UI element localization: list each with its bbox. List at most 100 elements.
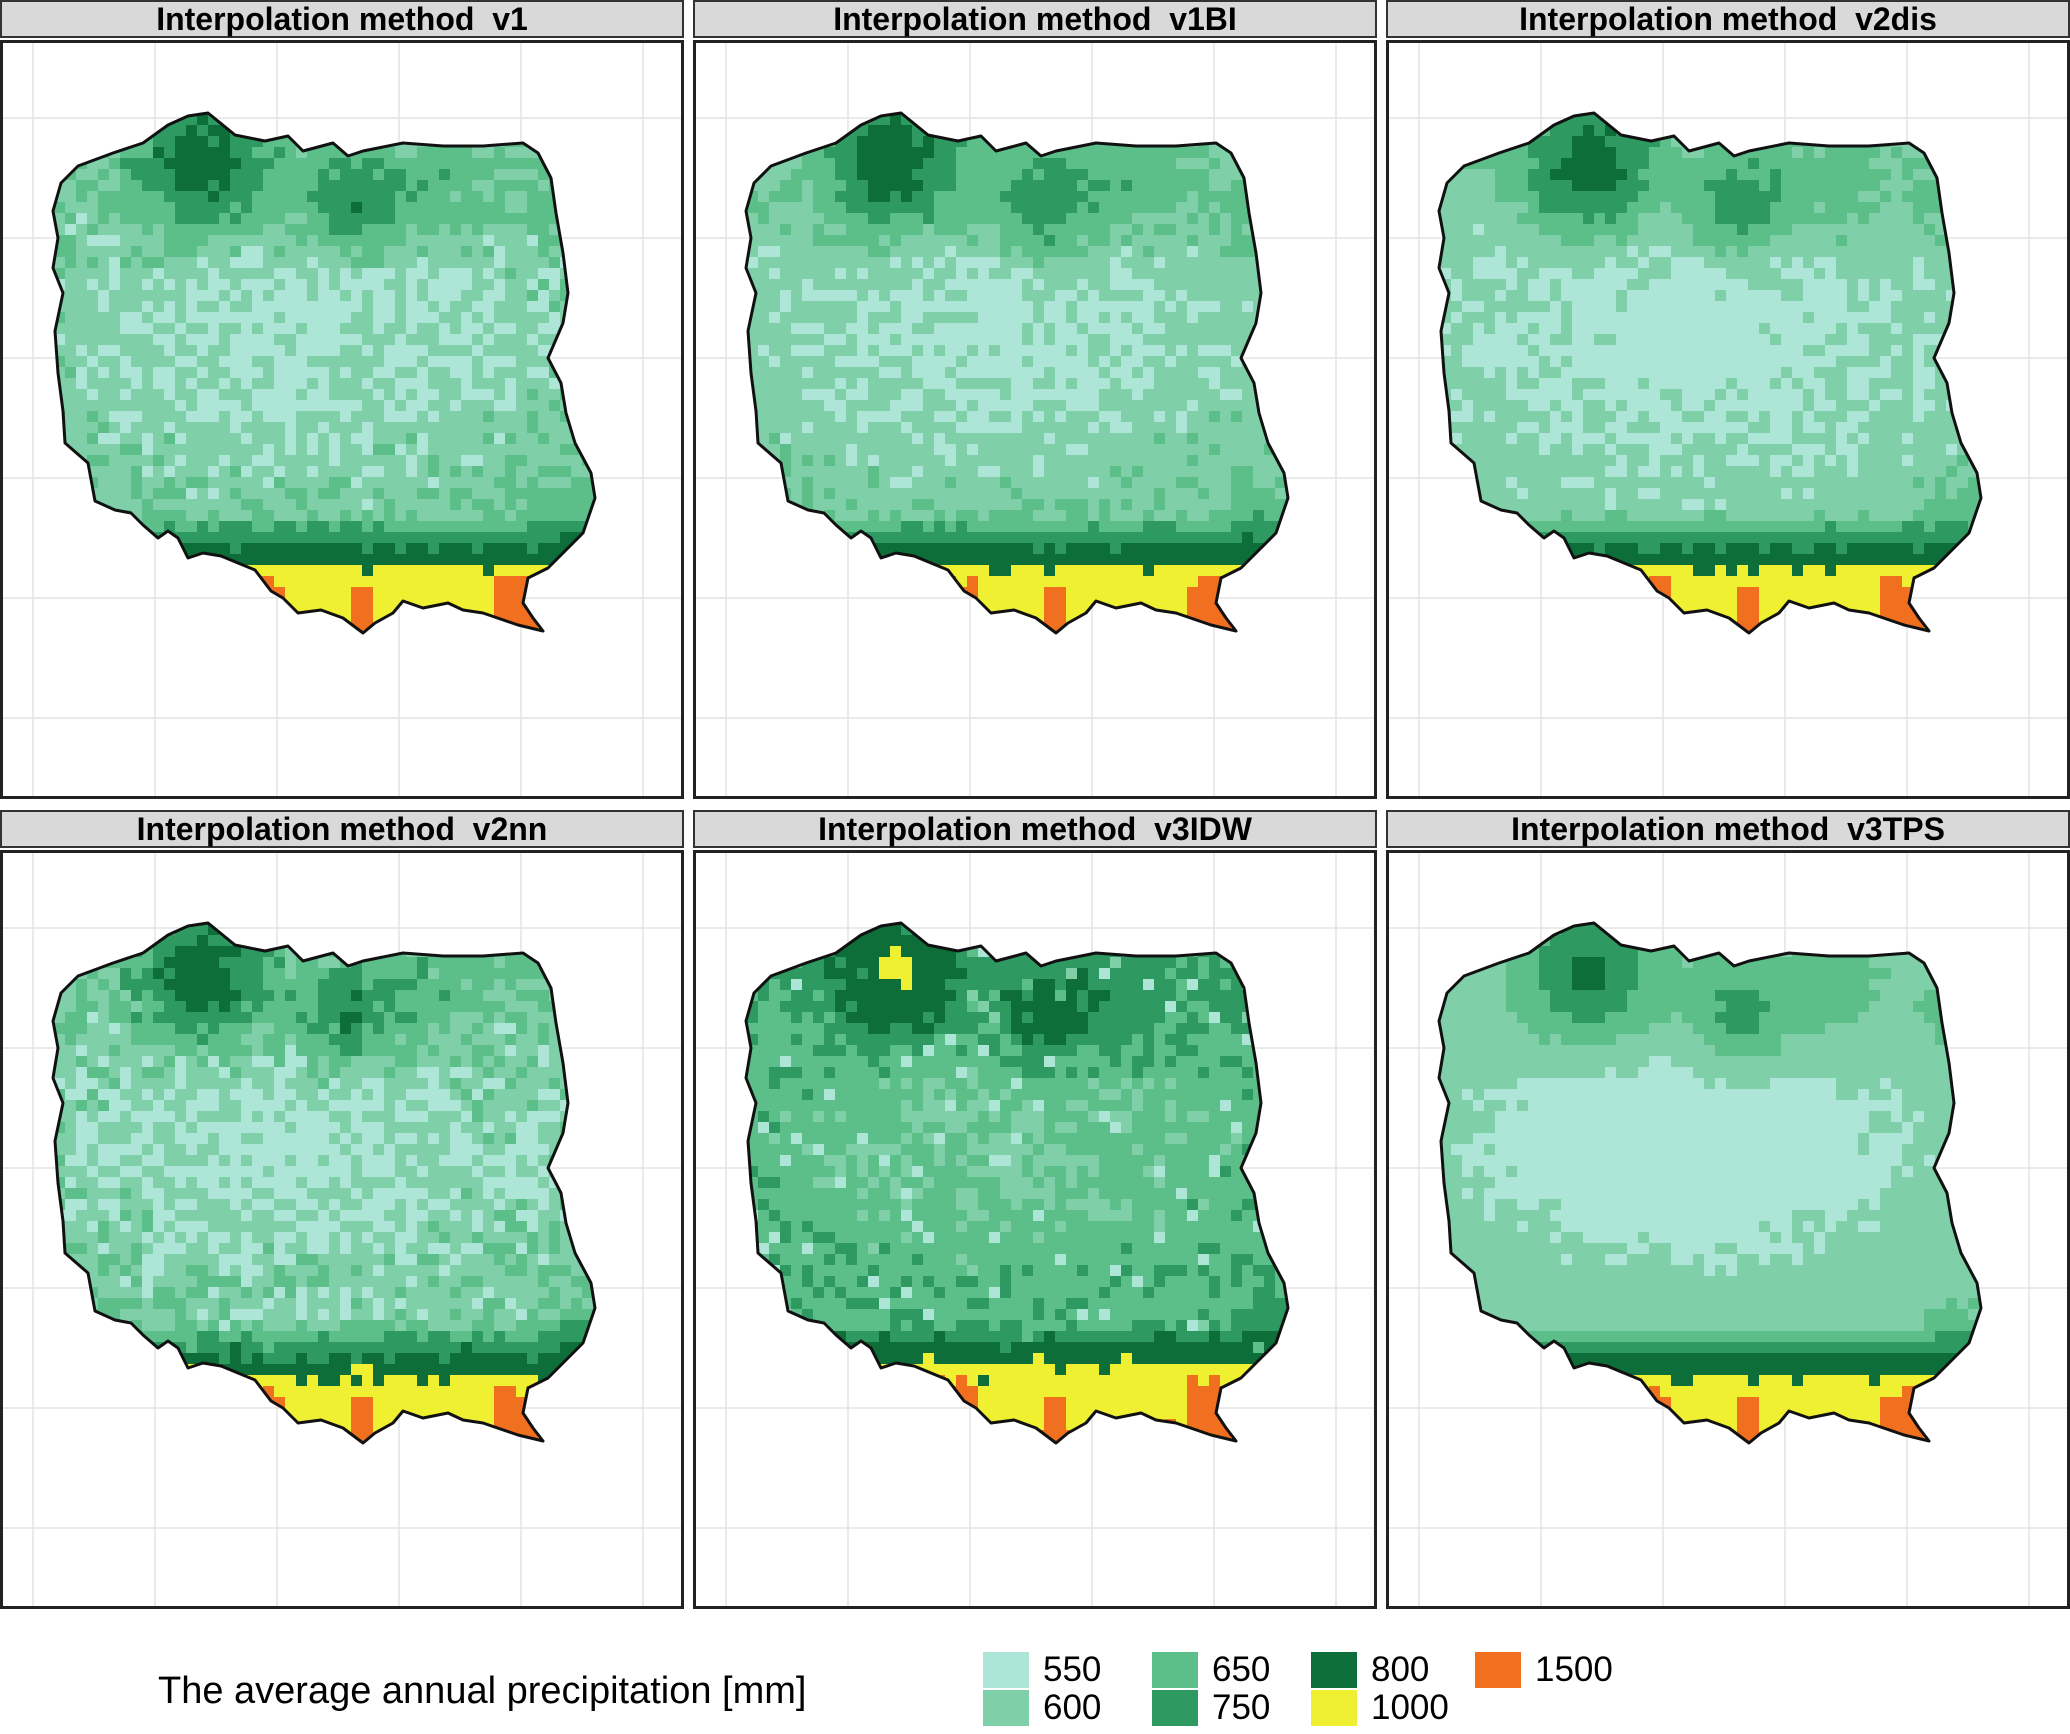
raster-cell [527, 642, 539, 654]
raster-cell [131, 466, 143, 478]
raster-cell [1220, 147, 1232, 159]
raster-cell [494, 587, 506, 599]
raster-cell [1132, 477, 1144, 489]
raster-cell [1033, 180, 1045, 192]
raster-cell [1132, 554, 1144, 566]
raster-cell [1088, 411, 1100, 423]
raster-cell [1220, 499, 1232, 511]
raster-cell [1165, 378, 1177, 390]
raster-cell [373, 113, 385, 115]
raster-cell [571, 499, 583, 511]
raster-cell [373, 598, 385, 610]
raster-cell [153, 268, 165, 280]
raster-cell [1099, 180, 1111, 192]
raster-cell [483, 587, 495, 599]
raster-cell [373, 400, 385, 412]
raster-cell [1110, 444, 1122, 456]
raster-cell [120, 180, 132, 192]
raster-cell [296, 543, 308, 555]
raster-cell [1110, 433, 1122, 445]
raster-cell [1176, 510, 1188, 522]
raster-cell [65, 532, 77, 544]
raster-cell [956, 378, 968, 390]
raster-cell [384, 202, 396, 214]
raster-cell [362, 400, 374, 412]
raster-cell [164, 224, 176, 236]
raster-cell [494, 576, 506, 588]
raster-cell [186, 345, 198, 357]
raster-cell [329, 367, 341, 379]
raster-cell [208, 576, 220, 588]
raster-cell [1033, 466, 1045, 478]
raster-cell [945, 521, 957, 533]
raster-cell [318, 378, 330, 390]
raster-cell [329, 543, 341, 555]
raster-cell [1275, 565, 1287, 577]
raster-cell [879, 620, 891, 632]
raster-cell [362, 609, 374, 621]
raster-cell [824, 113, 836, 115]
raster-cell [241, 114, 253, 126]
raster-cell [846, 422, 858, 434]
raster-cell [340, 113, 352, 115]
raster-cell [835, 290, 847, 302]
raster-cell [560, 587, 572, 599]
raster-cell [494, 411, 506, 423]
raster-cell [890, 609, 902, 621]
raster-cell [1099, 510, 1111, 522]
raster-cell [241, 367, 253, 379]
raster-cell [65, 312, 77, 324]
raster-cell [274, 180, 286, 192]
raster-cell [538, 113, 550, 115]
raster-cell [1055, 609, 1067, 621]
raster-cell [1099, 113, 1111, 115]
raster-cell [1187, 598, 1199, 610]
raster-cell [53, 609, 55, 621]
raster-cell [241, 587, 253, 599]
raster-cell [54, 268, 66, 280]
raster-cell [131, 268, 143, 280]
raster-cell [967, 191, 979, 203]
raster-cell [978, 235, 990, 247]
raster-cell [450, 576, 462, 588]
raster-cell [1154, 169, 1166, 181]
raster-cell [98, 400, 110, 412]
raster-cell [758, 378, 770, 390]
raster-cell [76, 466, 88, 478]
raster-cell [1011, 411, 1023, 423]
raster-cell [285, 257, 297, 269]
raster-cell [439, 389, 451, 401]
raster-cell [769, 609, 781, 621]
raster-cell [175, 554, 187, 566]
raster-cell [1044, 235, 1056, 247]
raster-cell [1187, 422, 1199, 434]
raster-cell [307, 488, 319, 500]
raster-cell [956, 444, 968, 456]
raster-cell [120, 356, 132, 368]
raster-cell [956, 433, 968, 445]
raster-cell [802, 158, 814, 170]
raster-cell [1022, 356, 1034, 368]
raster-cell [1198, 191, 1210, 203]
raster-cell [417, 147, 429, 159]
raster-cell [351, 125, 363, 137]
raster-cell [1275, 576, 1287, 588]
raster-cell [164, 345, 176, 357]
raster-cell [1253, 345, 1265, 357]
raster-cell [109, 642, 121, 654]
raster-cell [835, 367, 847, 379]
raster-cell [439, 532, 451, 544]
raster-cell [1121, 543, 1133, 555]
raster-cell [945, 356, 957, 368]
raster-cell [76, 191, 88, 203]
raster-cell [956, 224, 968, 236]
raster-cell [813, 620, 825, 632]
raster-cell [395, 400, 407, 412]
raster-cell [252, 257, 264, 269]
raster-cell [439, 499, 451, 511]
raster-cell [1187, 565, 1199, 577]
raster-cell [373, 455, 385, 467]
raster-cell [307, 224, 319, 236]
raster-cell [527, 488, 539, 500]
raster-cell [307, 554, 319, 566]
